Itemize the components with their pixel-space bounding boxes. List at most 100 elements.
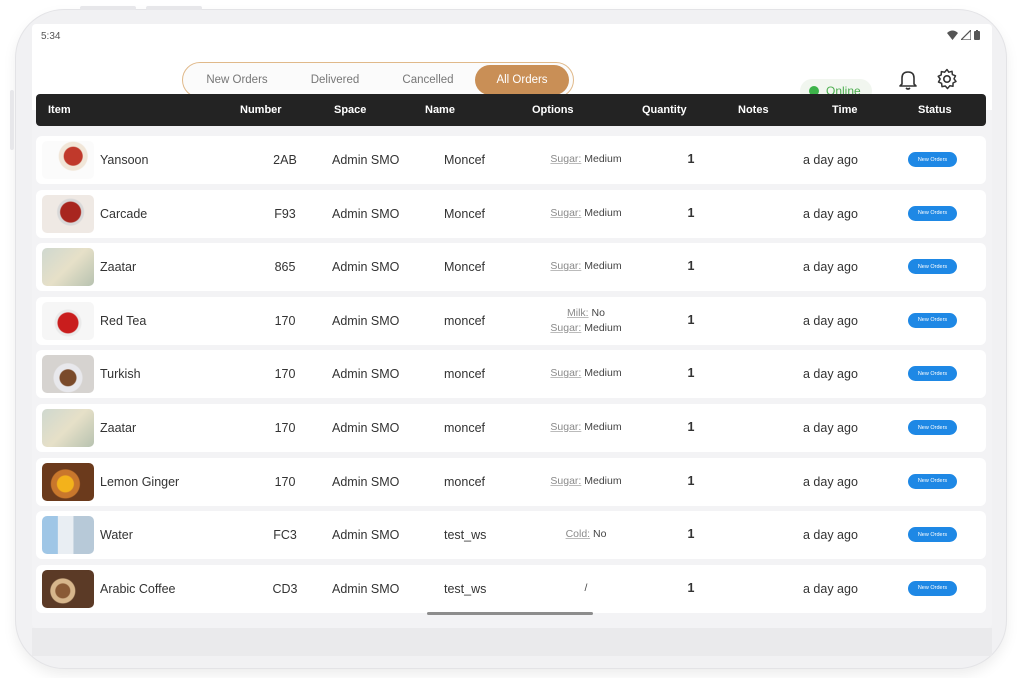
online-dot: [809, 86, 819, 96]
item-name: Water: [100, 528, 133, 543]
option-value: Medium: [584, 367, 622, 380]
status-badge[interactable]: New Orders: [908, 259, 957, 275]
option-value: Medium: [584, 153, 622, 165]
option-key: Sugar:: [550, 367, 582, 380]
option-key: Sugar:: [550, 153, 582, 165]
col-number[interactable]: Number: [240, 104, 282, 116]
option-key: Sugar:: [550, 321, 582, 334]
battery-icon: [974, 30, 980, 40]
option-value: Medium: [584, 421, 622, 433]
table-row[interactable]: Arabic Coffee CD3 Admin SMO test_ws / 1 a day…: [36, 564, 986, 613]
status-badge[interactable]: New Orders: [908, 205, 957, 221]
quantity: 1: [687, 312, 695, 327]
option-key: Sugar:: [550, 474, 582, 487]
customer-name: Moncef: [444, 260, 485, 275]
status-badge[interactable]: New Orders: [908, 580, 957, 596]
order-number: 170: [274, 474, 296, 489]
option-key: Sugar:: [550, 421, 582, 433]
customer-name: Moncef: [444, 206, 485, 221]
col-status[interactable]: Status: [918, 104, 952, 116]
tab-new-orders[interactable]: New Orders: [206, 74, 268, 86]
order-number: FC3: [273, 528, 297, 543]
volume-button: [10, 90, 14, 150]
col-space[interactable]: Space: [334, 104, 367, 116]
order-options: Sugar: Medium: [526, 206, 646, 221]
customer-name: test_ws: [444, 581, 487, 596]
quantity: 1: [687, 420, 695, 434]
item-name: Lemon Ginger: [100, 474, 180, 489]
tab-cancelled[interactable]: Cancelled: [402, 74, 454, 86]
order-options: /: [526, 581, 646, 596]
option-key: /: [584, 581, 588, 594]
table-row[interactable]: Lemon Ginger 170 Admin SMO moncef Sugar: Med…: [36, 457, 986, 506]
col-options[interactable]: Options: [532, 104, 574, 116]
space-name: Admin SMO: [332, 528, 400, 543]
item-thumbnail: [42, 301, 94, 340]
item-name: Arabic Coffee: [100, 581, 176, 596]
power-button-secondary: [146, 6, 202, 10]
space-name: Admin SMO: [332, 581, 400, 596]
table-row[interactable]: Turkish 170 Admin SMO moncef Sugar: Medium 1 a…: [36, 350, 986, 399]
status-badge[interactable]: New Orders: [908, 420, 957, 435]
col-notes[interactable]: Notes: [738, 104, 769, 116]
order-options: Milk: No Sugar: Medium: [526, 306, 646, 336]
item-name: Yansoon: [100, 153, 149, 167]
wifi-icon: [947, 30, 958, 40]
order-number: CD3: [272, 581, 298, 596]
tab-all-orders[interactable]: All Orders: [475, 65, 569, 95]
order-time: a day ago: [803, 581, 858, 596]
table-row[interactable]: Zaatar 170 Admin SMO moncef Sugar: Medium 1 a …: [36, 404, 986, 452]
table-row[interactable]: Red Tea 170 Admin SMO moncef Milk: No Sugar: …: [36, 296, 986, 345]
space-name: Admin SMO: [332, 260, 400, 275]
status-badge[interactable]: New Orders: [908, 366, 957, 382]
option-value: Medium: [584, 206, 622, 219]
col-time[interactable]: Time: [832, 104, 858, 116]
col-name[interactable]: Name: [425, 104, 455, 116]
item-thumbnail: [42, 516, 94, 555]
option-value: Medium: [584, 474, 622, 487]
customer-name: test_ws: [444, 528, 487, 543]
order-time: a day ago: [803, 206, 858, 221]
table-row[interactable]: Carcade F93 Admin SMO Moncef Sugar: Medium 1 a…: [36, 189, 986, 238]
status-bar: 5:34: [32, 24, 992, 48]
option-value: No: [593, 528, 607, 541]
option-value: Medium: [584, 321, 622, 334]
quantity: 1: [687, 473, 695, 488]
item-name: Carcade: [100, 206, 148, 221]
order-filter-tabs: New Orders Delivered Cancelled All Order…: [182, 62, 574, 98]
order-options: Sugar: Medium: [526, 420, 646, 435]
status-badge[interactable]: New Orders: [908, 152, 957, 167]
tab-delivered[interactable]: Delivered: [310, 74, 360, 86]
bell-icon[interactable]: [896, 67, 920, 91]
option-line: Sugar: Medium: [526, 259, 646, 274]
col-quantity[interactable]: Quantity: [642, 104, 687, 116]
space-name: Admin SMO: [332, 367, 400, 382]
order-options: Sugar: Medium: [526, 152, 646, 167]
quantity: 1: [687, 205, 695, 220]
status-badge[interactable]: New Orders: [908, 312, 957, 328]
col-item[interactable]: Item: [48, 104, 71, 116]
order-options: Sugar: Medium: [526, 259, 646, 274]
gear-icon[interactable]: [935, 67, 959, 91]
table-header: Item Number Space Name Options Quantity …: [36, 94, 986, 126]
option-value: No: [591, 306, 605, 319]
order-number: 2AB: [273, 153, 297, 167]
power-button: [80, 6, 136, 10]
space-name: Admin SMO: [332, 474, 400, 489]
order-options: Cold: No: [526, 527, 646, 542]
home-indicator[interactable]: [427, 612, 593, 615]
table-row[interactable]: Water FC3 Admin SMO test_ws Cold: No 1 a day a…: [36, 511, 986, 560]
quantity: 1: [687, 366, 695, 381]
status-icons: [947, 30, 980, 40]
option-line: Sugar: Medium: [526, 206, 646, 221]
order-time: a day ago: [803, 367, 858, 382]
status-time: 5:34: [41, 31, 61, 42]
status-badge[interactable]: New Orders: [908, 527, 957, 543]
table-row[interactable]: Zaatar 865 Admin SMO Moncef Sugar: Medium 1 a …: [36, 243, 986, 292]
device-bottom-bezel: [32, 628, 992, 656]
app-screen: 5:34 New Orders Delivered Cancelled All …: [32, 24, 992, 628]
item-thumbnail: [42, 462, 94, 501]
table-row[interactable]: Yansoon 2AB Admin SMO Moncef Sugar: Medium 1 a…: [36, 136, 986, 184]
space-name: Admin SMO: [332, 153, 400, 167]
status-badge[interactable]: New Orders: [908, 473, 957, 489]
